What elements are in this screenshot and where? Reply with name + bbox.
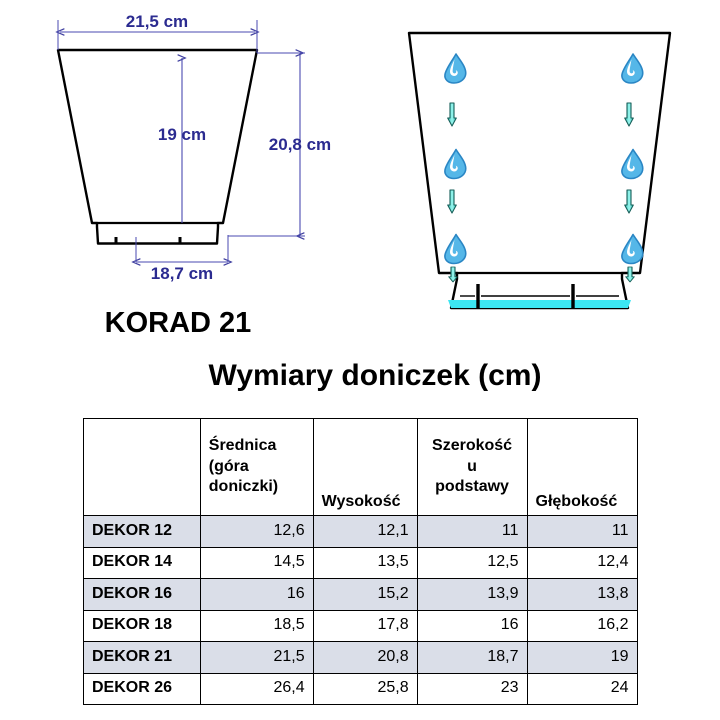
svg-text:21,5 cm: 21,5 cm <box>126 12 188 31</box>
svg-text:18,7 cm: 18,7 cm <box>151 264 213 283</box>
svg-text:20,8 cm: 20,8 cm <box>269 135 331 154</box>
svg-text:19 cm: 19 cm <box>158 125 206 144</box>
svg-text:Wymiary doniczek (cm): Wymiary doniczek (cm) <box>209 359 542 392</box>
svg-text:KORAD 21: KORAD 21 <box>105 307 252 339</box>
